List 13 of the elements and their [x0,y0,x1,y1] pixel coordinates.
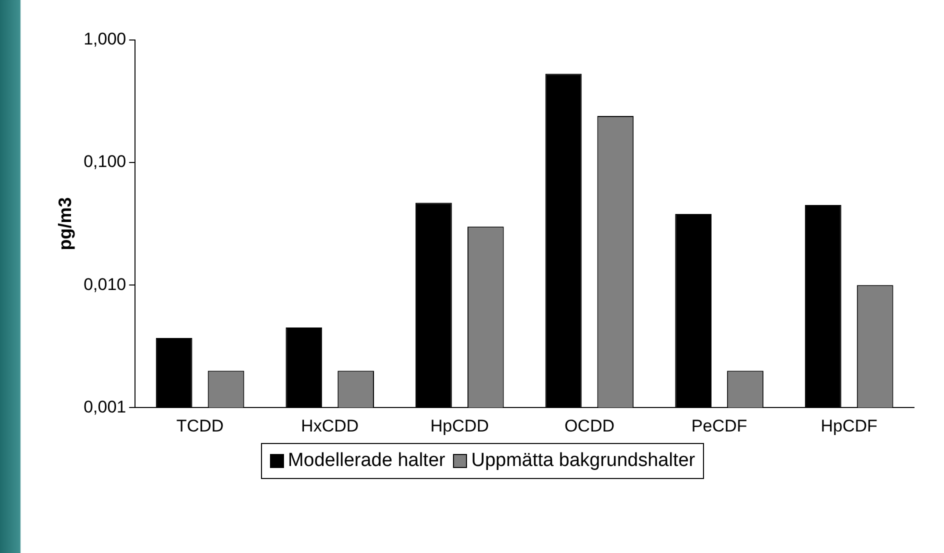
y-tick-label: 0,001 [84,397,126,416]
x-tick-label: PeCDF [691,416,748,436]
legend-label: Uppmätta bakgrundshalter [471,450,696,472]
x-tick-label: HpCDF [820,416,878,436]
legend-label: Modellerade halter [288,450,446,472]
x-tick-label: HpCDD [430,416,489,436]
y-tick-label: 0,100 [84,152,126,172]
y-axis-title: pg/m3 [54,197,75,250]
y-tick-label: 1,000 [84,30,126,49]
x-tick-label: HxCDD [301,416,359,436]
y-tick-label: 0,010 [84,274,126,294]
x-tick-label: OCDD [564,416,615,436]
x-tick-label: TCDD [176,416,224,436]
